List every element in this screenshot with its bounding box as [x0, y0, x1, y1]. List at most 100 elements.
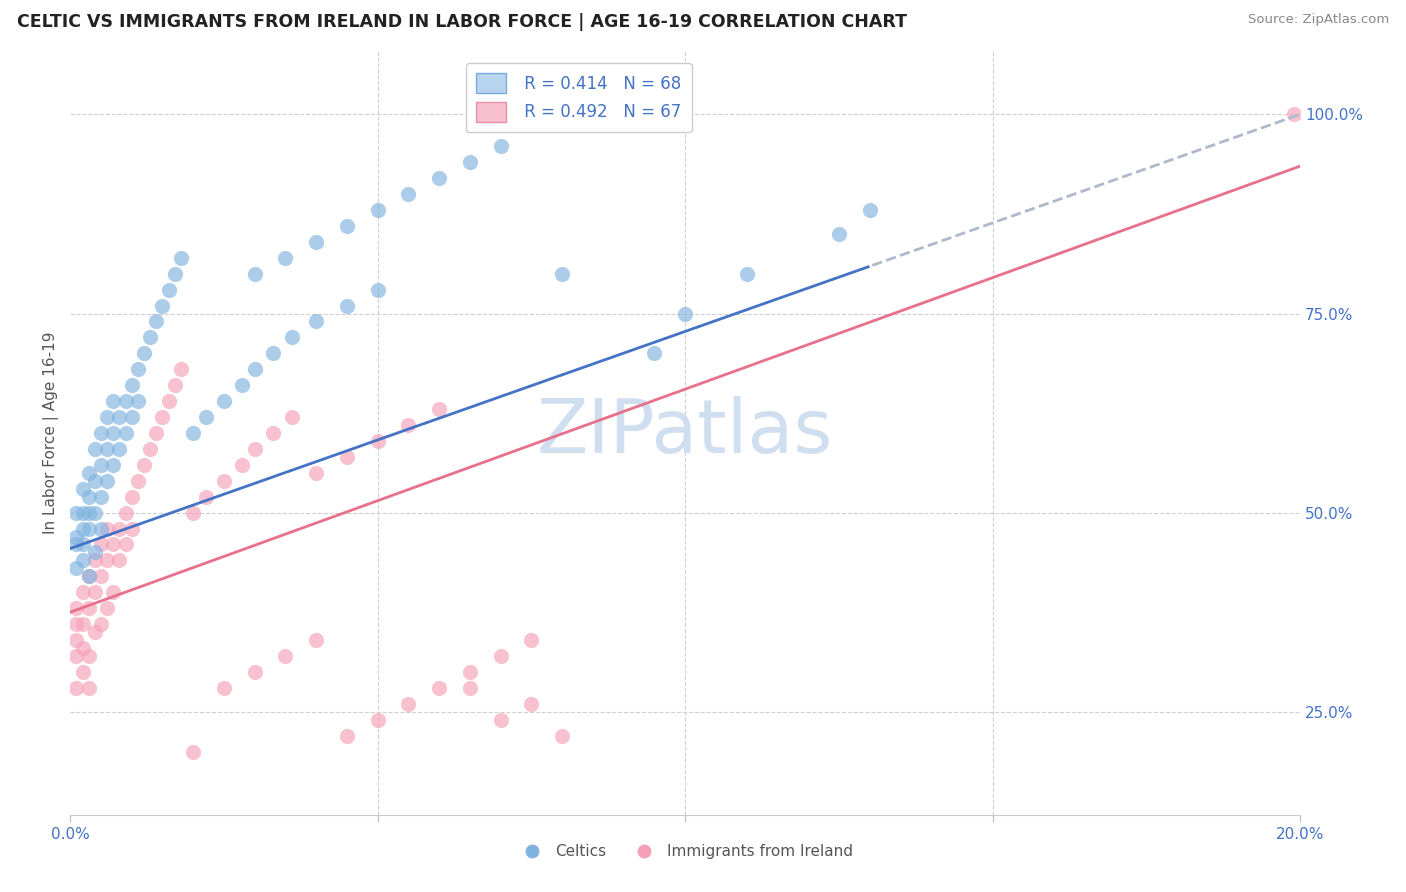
Point: [396, 187, 419, 202]
Point: [90, 490, 112, 504]
Point: [305, 633, 328, 648]
Point: [427, 402, 450, 417]
Point: [551, 267, 574, 281]
Point: [83, 585, 105, 599]
Point: [243, 442, 266, 456]
Point: [427, 681, 450, 695]
Point: [262, 425, 284, 440]
Point: [96, 474, 118, 488]
Point: [163, 267, 186, 281]
Point: [65, 529, 87, 543]
Point: [96, 553, 118, 567]
Point: [90, 522, 112, 536]
Point: [103, 425, 125, 440]
Point: [305, 466, 328, 480]
Point: [458, 681, 481, 695]
Point: [181, 425, 204, 440]
Point: [108, 410, 131, 425]
Point: [103, 537, 125, 551]
Point: [194, 410, 217, 425]
Point: [83, 506, 105, 520]
Point: [83, 545, 105, 559]
Point: [72, 522, 94, 536]
Point: [96, 442, 118, 456]
Point: [127, 394, 149, 409]
Point: [108, 522, 131, 536]
Point: [181, 506, 204, 520]
Point: [489, 139, 512, 153]
Point: [145, 425, 167, 440]
Point: [65, 561, 87, 575]
Point: [170, 251, 193, 265]
Point: [280, 330, 302, 344]
Point: [72, 665, 94, 679]
Point: [396, 417, 419, 432]
Point: [65, 617, 87, 632]
Point: [152, 410, 174, 425]
Point: [231, 378, 253, 392]
Point: [243, 362, 266, 376]
Point: [145, 314, 167, 328]
Point: [96, 522, 118, 536]
Point: [127, 474, 149, 488]
Point: [274, 648, 297, 663]
Point: [735, 267, 758, 281]
Point: [1282, 107, 1305, 121]
Point: [212, 394, 235, 409]
Point: [77, 569, 100, 583]
Text: ZIPatlas: ZIPatlas: [537, 396, 834, 469]
Point: [336, 219, 359, 233]
Point: [139, 330, 162, 344]
Point: [243, 267, 266, 281]
Point: [152, 299, 174, 313]
Point: [103, 394, 125, 409]
Point: [65, 601, 87, 615]
Point: [90, 569, 112, 583]
Point: [139, 442, 162, 456]
Point: [121, 490, 143, 504]
Point: [65, 633, 87, 648]
Point: [170, 362, 193, 376]
Point: [96, 601, 118, 615]
Point: [114, 537, 136, 551]
Point: [458, 665, 481, 679]
Point: [72, 640, 94, 655]
Point: [90, 617, 112, 632]
Point: [65, 681, 87, 695]
Point: [367, 713, 389, 727]
Point: [673, 306, 696, 320]
Point: [336, 299, 359, 313]
Point: [396, 697, 419, 711]
Point: [121, 522, 143, 536]
Point: [72, 553, 94, 567]
Point: [367, 283, 389, 297]
Point: [72, 537, 94, 551]
Point: [77, 490, 100, 504]
Y-axis label: In Labor Force | Age 16-19: In Labor Force | Age 16-19: [44, 332, 59, 534]
Point: [858, 202, 880, 217]
Point: [520, 633, 543, 648]
Point: [83, 474, 105, 488]
Point: [108, 553, 131, 567]
Point: [121, 378, 143, 392]
Point: [520, 697, 543, 711]
Point: [83, 625, 105, 640]
Point: [427, 171, 450, 186]
Point: [551, 729, 574, 743]
Point: [90, 425, 112, 440]
Point: [103, 458, 125, 472]
Point: [77, 569, 100, 583]
Point: [243, 665, 266, 679]
Point: [114, 425, 136, 440]
Point: [77, 506, 100, 520]
Point: [114, 394, 136, 409]
Point: [83, 553, 105, 567]
Text: Source: ZipAtlas.com: Source: ZipAtlas.com: [1249, 13, 1389, 27]
Point: [231, 458, 253, 472]
Point: [212, 474, 235, 488]
Point: [336, 729, 359, 743]
Point: [83, 442, 105, 456]
Point: [77, 601, 100, 615]
Point: [336, 450, 359, 464]
Point: [65, 648, 87, 663]
